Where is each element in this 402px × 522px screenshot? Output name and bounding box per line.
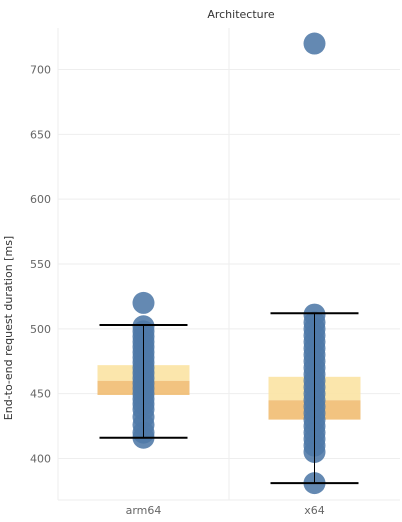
y-tick-label: 550 (30, 258, 51, 271)
y-axis-label: End-to-end request duration [ms] (2, 236, 15, 420)
y-tick-labels: 400 450 500 550 600 650 700 (30, 63, 51, 465)
x-tick-labels: arm64 x64 (126, 504, 325, 517)
y-tick-label: 450 (30, 388, 51, 401)
whisker-layer (99, 312, 359, 485)
y-tick-label: 500 (30, 323, 51, 336)
y-tick-label: 650 (30, 128, 51, 141)
y-tick-label: 600 (30, 193, 51, 206)
chart-title: Architecture (207, 8, 275, 21)
data-point-arm64 (132, 291, 155, 314)
y-tick-label: 700 (30, 63, 51, 76)
y-tick-label: 400 (30, 453, 51, 466)
x-tick-label-x64: x64 (304, 504, 325, 517)
data-point-x64 (303, 32, 326, 55)
gridlines (57, 28, 400, 501)
x-tick-label-arm64: arm64 (126, 504, 162, 517)
